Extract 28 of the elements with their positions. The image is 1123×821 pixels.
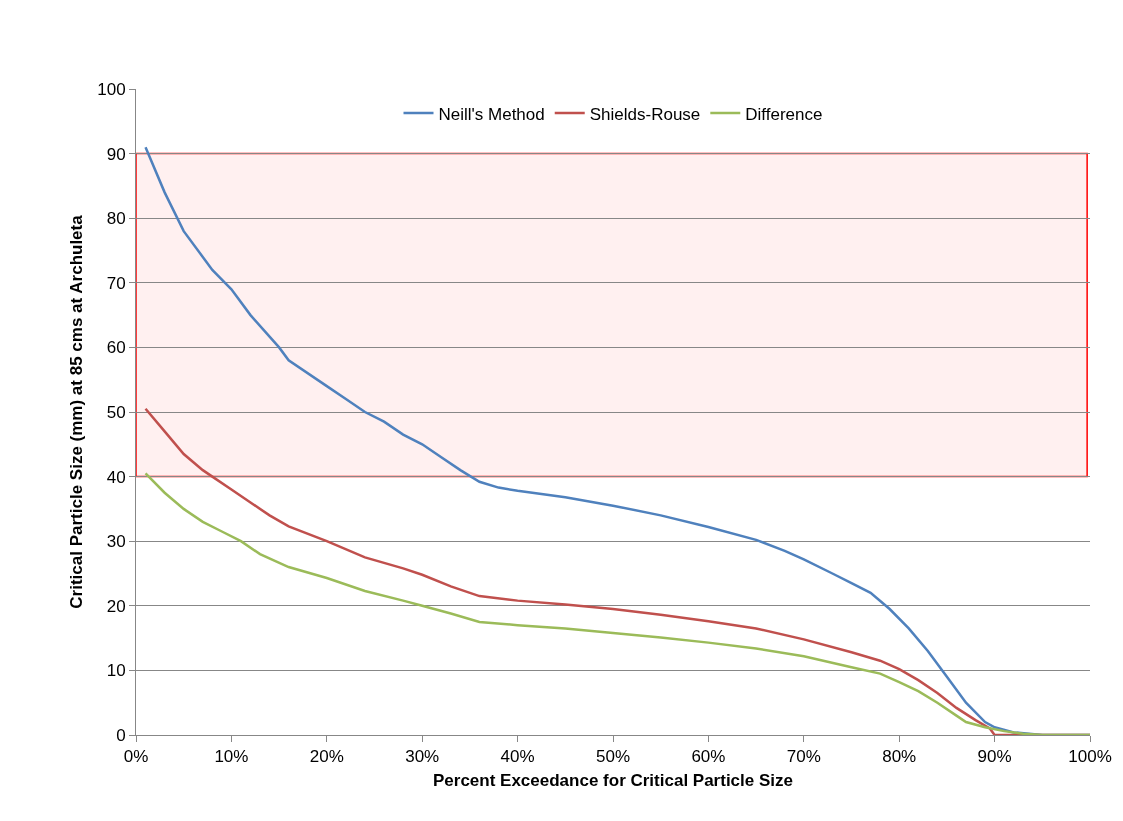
- legend-label: Shields-Rouse: [589, 104, 701, 124]
- legend-label: Neill's Method: [438, 104, 545, 124]
- x-tick-label: 70%: [786, 747, 821, 767]
- x-tick-label: 40%: [500, 747, 535, 767]
- y-tick-label: 10: [106, 661, 126, 681]
- line-series: [144, 472, 1090, 735]
- y-tick-label: 100: [97, 79, 126, 99]
- y-tick-label: 0: [116, 725, 126, 745]
- x-tick-label: 100%: [1068, 747, 1112, 767]
- x-tick-label: 80%: [882, 747, 917, 767]
- y-tick-label: 70: [106, 273, 126, 293]
- x-tick-label: 90%: [977, 747, 1012, 767]
- y-tick-label: 90: [106, 144, 126, 164]
- x-tick-label: 0%: [123, 747, 149, 767]
- y-tick-label: 80: [106, 209, 126, 229]
- x-tick-label: 50%: [595, 747, 631, 767]
- y-tick-label: 20: [106, 596, 126, 616]
- y-tick-label: 50: [106, 402, 126, 422]
- y-tick-label: 40: [106, 467, 126, 487]
- x-tick-label: 30%: [405, 747, 440, 767]
- x-tick-label: 60%: [691, 747, 726, 767]
- legend-label: Difference: [745, 104, 823, 124]
- x-tick-label: 20%: [309, 747, 344, 767]
- x-axis-title: Percent Exceedance for Critical Particle Size: [432, 770, 794, 790]
- y-tick-label: 60: [106, 338, 126, 358]
- y-axis-title: Critical Particle Size (mm) at 85 cms at Archuleta: [66, 214, 86, 609]
- y-tick-label: 30: [106, 532, 126, 552]
- x-tick-label: 10%: [214, 747, 249, 767]
